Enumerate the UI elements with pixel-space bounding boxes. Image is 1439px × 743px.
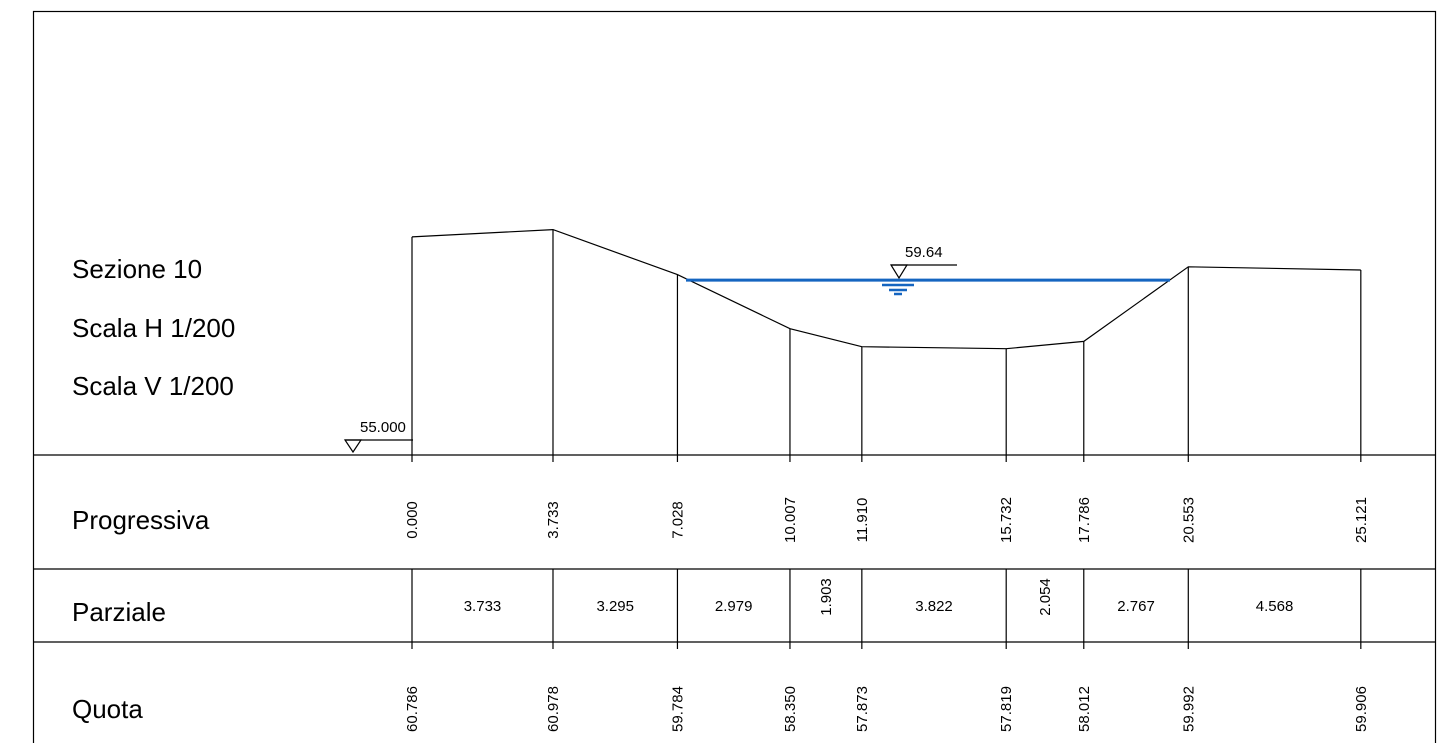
row-label-quota: Quota <box>72 694 143 724</box>
parziale-value: 3.295 <box>596 598 634 615</box>
section-title: Sezione 10 <box>72 254 202 284</box>
parziale-value: 2.054 <box>1037 578 1054 616</box>
scale-h-label: Scala H 1/200 <box>72 313 235 343</box>
quota-value: 59.784 <box>669 686 686 732</box>
datum-marker: 55.000 <box>343 419 413 454</box>
scale-v-label: Scala V 1/200 <box>72 371 234 401</box>
datum-label: 55.000 <box>360 419 406 436</box>
water-level-group: 59.64 <box>686 244 1170 296</box>
progressiva-value: 0.000 <box>404 501 421 539</box>
progressiva-value: 20.553 <box>1180 497 1197 543</box>
parziale-value: 1.903 <box>818 578 835 616</box>
quota-value: 58.012 <box>1076 686 1093 732</box>
progressiva-value: 15.732 <box>998 497 1015 543</box>
station-verticals <box>411 229 1362 649</box>
row-label-progressiva: Progressiva <box>72 505 210 535</box>
parziale-value: 3.822 <box>915 598 953 615</box>
quota-value: 57.819 <box>998 686 1015 732</box>
parziale-value: 2.767 <box>1117 598 1155 615</box>
drawing-frame <box>32 10 1437 743</box>
parziale-value: 3.733 <box>464 598 502 615</box>
progressiva-value: 3.733 <box>545 501 562 539</box>
quota-value: 59.992 <box>1180 686 1197 732</box>
water-level-label: 59.64 <box>905 244 943 261</box>
parziale-value: 4.568 <box>1256 598 1294 615</box>
row-label-parziale: Parziale <box>72 597 166 627</box>
datum-triangle-icon <box>343 439 363 454</box>
quota-value: 57.873 <box>854 686 871 732</box>
progressiva-value: 11.910 <box>854 498 871 543</box>
ground-profile-line <box>411 228 1361 350</box>
water-level-triangle-icon <box>889 264 909 280</box>
progressiva-value: 17.786 <box>1076 497 1093 543</box>
progressiva-value: 25.121 <box>1353 497 1370 543</box>
quota-value: 60.978 <box>545 686 562 732</box>
progressiva-value: 7.028 <box>669 501 686 539</box>
data-table: 0.000 60.786 3.733 60.978 7.028 59.784 10.007 5… <box>404 497 1370 732</box>
quota-value: 60.786 <box>404 686 421 732</box>
quota-value: 59.906 <box>1353 686 1370 732</box>
quota-value: 58.350 <box>782 686 799 732</box>
progressiva-value: 10.007 <box>782 497 799 543</box>
parziale-value: 2.979 <box>715 598 753 615</box>
